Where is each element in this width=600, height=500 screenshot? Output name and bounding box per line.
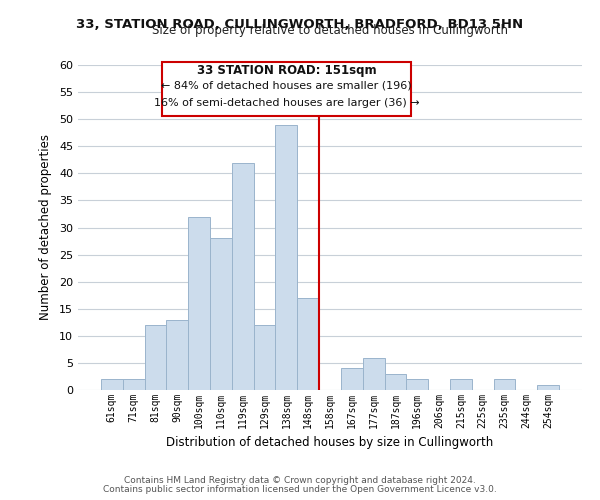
Bar [275, 124, 297, 390]
Text: ← 84% of detached houses are smaller (196): ← 84% of detached houses are smaller (19… [161, 80, 412, 90]
Bar [406, 379, 428, 390]
Bar [537, 384, 559, 390]
Bar [450, 379, 472, 390]
Bar [254, 325, 275, 390]
Bar [210, 238, 232, 390]
Bar [166, 320, 188, 390]
Y-axis label: Number of detached properties: Number of detached properties [39, 134, 52, 320]
Bar [341, 368, 363, 390]
Bar [123, 379, 145, 390]
X-axis label: Distribution of detached houses by size in Cullingworth: Distribution of detached houses by size … [166, 436, 494, 450]
Bar [363, 358, 385, 390]
Text: Contains public sector information licensed under the Open Government Licence v3: Contains public sector information licen… [103, 485, 497, 494]
Text: 33, STATION ROAD, CULLINGWORTH, BRADFORD, BD13 5HN: 33, STATION ROAD, CULLINGWORTH, BRADFORD… [76, 18, 524, 30]
Bar [494, 379, 515, 390]
Text: 33 STATION ROAD: 151sqm: 33 STATION ROAD: 151sqm [197, 64, 376, 77]
Bar [232, 162, 254, 390]
FancyBboxPatch shape [162, 62, 411, 116]
Bar [297, 298, 319, 390]
Text: Contains HM Land Registry data © Crown copyright and database right 2024.: Contains HM Land Registry data © Crown c… [124, 476, 476, 485]
Bar [101, 379, 123, 390]
Bar [145, 325, 166, 390]
Text: 16% of semi-detached houses are larger (36) →: 16% of semi-detached houses are larger (… [154, 98, 419, 108]
Bar [188, 216, 210, 390]
Title: Size of property relative to detached houses in Cullingworth: Size of property relative to detached ho… [152, 24, 508, 38]
Bar [385, 374, 406, 390]
